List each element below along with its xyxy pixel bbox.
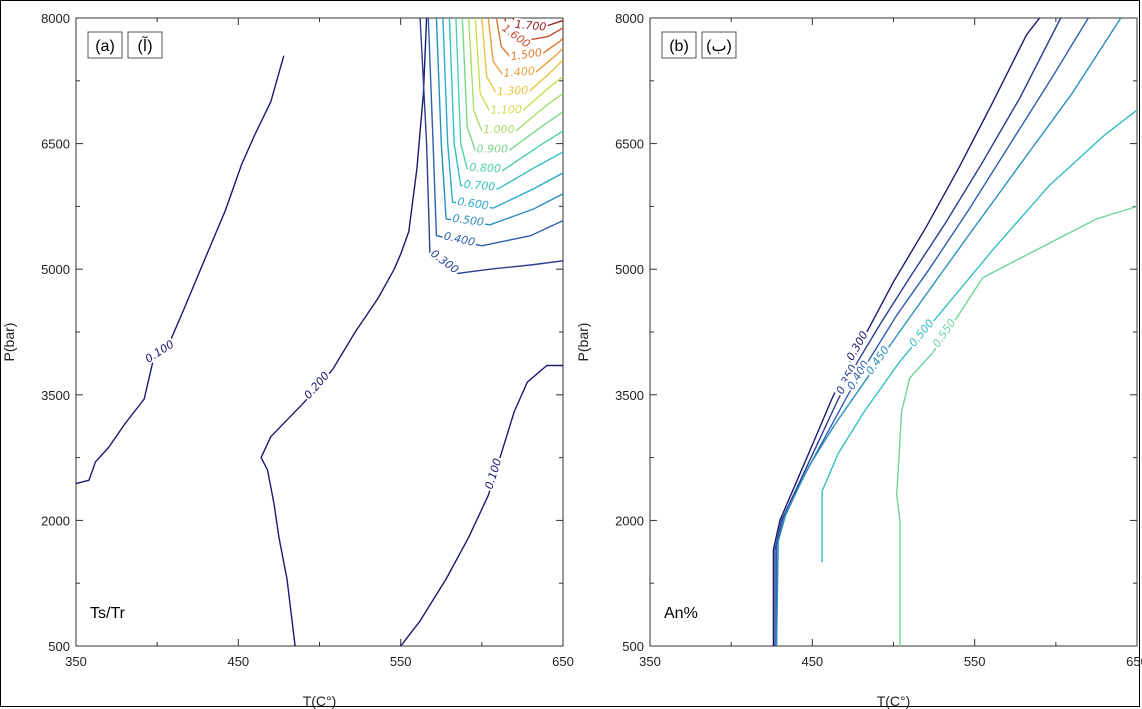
y-tick-label: 500 (48, 639, 70, 654)
contour-label-group: 1.100 (488, 102, 524, 117)
contour-label: 1.700 (514, 18, 546, 34)
contour-label-group: 1.500 (508, 45, 544, 63)
panel-label-box (661, 31, 697, 59)
panel-a: 350 450 550 650 500 2000 3500 5000 6500 8000 T(C°)… (1, 11, 574, 709)
contour-label-bg (300, 368, 333, 402)
contour-label: 0.800 (469, 161, 501, 175)
contour-label-bg (450, 211, 486, 229)
contour-label-bg (427, 246, 463, 277)
panel-label-alt-text: (ب) (706, 38, 732, 55)
panel-label-alt-box (127, 31, 163, 59)
y-tick-label: 5000 (615, 262, 644, 277)
x-tick-label: 650 (552, 654, 574, 669)
panel-label-alt: (آ) (127, 31, 163, 59)
contour-label-group: 0.600 (455, 194, 491, 212)
y-tick-label: 500 (622, 639, 644, 654)
contour-label-bg (843, 327, 871, 364)
contour-label: 0.600 (457, 195, 490, 212)
contour-label-group: 0.700 (462, 177, 498, 194)
contour-label-bg (499, 20, 534, 51)
panel-label-box (87, 31, 123, 59)
contour-label-group: 0.500 (450, 211, 486, 229)
contour-label: 1.400 (503, 65, 535, 80)
panel-label: (a) (87, 31, 123, 59)
contour-label-bg (501, 64, 537, 79)
y-axis-label: P(bar) (575, 323, 591, 362)
contour-label-bg (482, 455, 504, 492)
contour-line (775, 18, 1089, 646)
corner-text: Ts/Tr (90, 605, 126, 622)
contour-line (774, 18, 1062, 646)
contour-label-bg (441, 229, 478, 249)
contour-label-group: 1.700 (513, 18, 549, 34)
contour-label-bg (862, 342, 892, 378)
contour-label-bg (467, 160, 503, 175)
panel-label-text: (a) (95, 38, 115, 55)
contour-label-bg (843, 357, 872, 393)
plot-area (649, 17, 1138, 647)
corner-text: An% (664, 605, 698, 622)
y-tick-label: 2000 (41, 513, 70, 528)
x-tick-label: 550 (390, 654, 412, 669)
contour-line (419, 18, 563, 275)
contour-line (260, 18, 428, 646)
contour-label-group: 1.000 (481, 123, 516, 136)
contour-label-bg (481, 123, 516, 135)
x-tick-label: 450 (227, 654, 249, 669)
y-tick-label: 3500 (615, 388, 644, 403)
contour-label-bg (475, 142, 510, 155)
y-tick-label: 2000 (615, 513, 644, 528)
y-tick-label: 5000 (41, 262, 70, 277)
y-tick-label: 6500 (41, 137, 70, 152)
x-tick-label: 650 (1126, 654, 1142, 669)
x-tick-label: 550 (964, 654, 986, 669)
contour-label: 0.700 (463, 178, 496, 194)
x-tick-label: 350 (639, 654, 661, 669)
contour-label-bg (508, 45, 544, 63)
contour-label: 0.500 (452, 212, 485, 229)
contour-label-group: 0.900 (475, 142, 510, 155)
contour-label-bg (929, 315, 959, 351)
y-tick-label: 3500 (41, 388, 70, 403)
contour-label-bg (455, 194, 491, 212)
x-tick-label: 350 (65, 654, 87, 669)
contour-label: 0.900 (477, 142, 509, 155)
panel-label-alt-box (701, 31, 737, 59)
contour-label: 1.100 (490, 103, 522, 117)
contour-label: 1.300 (497, 84, 529, 99)
contour-label: 1.500 (510, 46, 543, 63)
contour-label-bg (462, 177, 498, 193)
contour-label-bg (513, 18, 549, 33)
y-tick-label: 8000 (615, 11, 644, 26)
contour-label-bg (488, 102, 524, 116)
contour-label-group: 1.400 (501, 64, 537, 80)
y-tick-label: 6500 (615, 137, 644, 152)
panel-label-alt: (ب) (701, 31, 737, 59)
panel-label-text: (b) (669, 38, 689, 55)
contour-label-bg (833, 361, 860, 398)
contour-label-bg (141, 336, 177, 366)
y-axis-label: P(bar) (1, 323, 17, 362)
x-axis-label: T(C°) (303, 693, 337, 709)
panel-b: 350 450 550 650 500 2000 3500 5000 6500 8000 T(C°)… (575, 11, 1142, 709)
x-tick-label: 450 (801, 654, 823, 669)
panel-label: (b) (661, 31, 697, 59)
x-axis-label: T(C°) (877, 693, 911, 709)
contour-label-group: 1.300 (495, 83, 530, 99)
contour-label: 1.000 (483, 123, 515, 136)
contour-label-group: 0.800 (467, 160, 503, 175)
contour-label-bg (905, 315, 937, 350)
y-tick-label: 8000 (41, 11, 70, 26)
panel-label-alt-text: (آ) (137, 35, 152, 55)
contour-label-bg (495, 83, 530, 98)
